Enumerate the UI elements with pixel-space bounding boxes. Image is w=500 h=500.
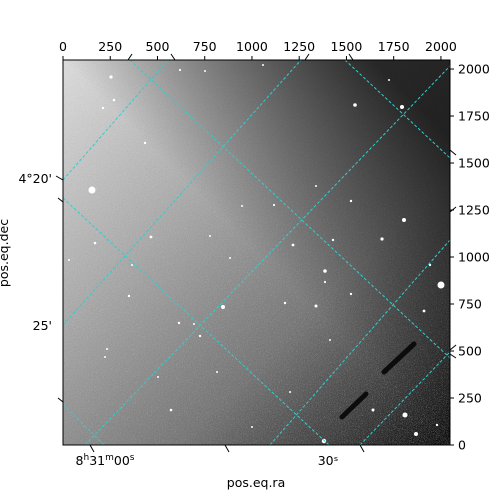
dec-tick-label: 4°20' xyxy=(18,171,52,186)
star xyxy=(291,243,295,247)
star xyxy=(349,292,353,296)
star xyxy=(315,185,317,187)
right-tick-label: 750 xyxy=(458,297,482,312)
star xyxy=(380,237,384,241)
star xyxy=(127,294,131,298)
satellite-trail xyxy=(339,391,369,420)
star xyxy=(157,376,159,378)
star xyxy=(331,238,335,242)
star xyxy=(106,348,108,350)
top-pixel-axis: 0 250 500 750 1000 1250 1500 1750 2000 xyxy=(59,39,457,60)
star xyxy=(178,68,182,72)
right-tick-label: 1500 xyxy=(458,156,490,171)
image-frame xyxy=(62,59,451,446)
star xyxy=(143,141,147,145)
star xyxy=(149,235,153,239)
top-tick-label: 1250 xyxy=(283,39,315,54)
grid-line xyxy=(84,65,450,445)
star xyxy=(262,64,264,66)
star xyxy=(131,264,133,266)
star xyxy=(221,305,225,309)
star xyxy=(371,408,375,412)
star xyxy=(437,281,445,289)
grid-line xyxy=(269,239,450,445)
star xyxy=(435,423,439,427)
star xyxy=(272,203,276,207)
star xyxy=(109,75,113,79)
star xyxy=(88,186,96,194)
top-tick-label: 750 xyxy=(193,39,217,54)
star xyxy=(422,309,426,313)
right-tick-label: 0 xyxy=(458,438,466,453)
coordinate-grid xyxy=(63,60,450,445)
top-tick-label: 1000 xyxy=(236,39,268,54)
top-tick-label: 250 xyxy=(98,39,122,54)
dec-tick-label: 25' xyxy=(33,318,52,333)
star xyxy=(229,257,231,259)
star-field xyxy=(68,64,445,444)
ra-tick-label: 8h31m00s xyxy=(76,453,135,468)
star xyxy=(283,301,287,305)
star xyxy=(353,103,357,107)
sky-image xyxy=(63,60,450,445)
top-tick-label: 500 xyxy=(146,39,170,54)
top-tick-label: 1750 xyxy=(378,39,410,54)
grid-line xyxy=(63,60,302,326)
satellite-trail xyxy=(381,341,417,375)
star xyxy=(198,334,202,338)
star xyxy=(101,106,105,110)
right-tick-label: 2000 xyxy=(458,62,490,77)
star xyxy=(329,339,331,341)
ra-tick-label: 30ˢ xyxy=(318,453,339,468)
star xyxy=(241,205,243,207)
y-axis-title: pos.eq.dec xyxy=(0,219,11,287)
star xyxy=(68,259,70,261)
star xyxy=(104,356,106,358)
right-tick-label: 1250 xyxy=(458,203,490,218)
star xyxy=(314,304,318,308)
top-tick-label: 0 xyxy=(59,39,67,54)
star xyxy=(349,199,353,203)
star xyxy=(204,70,206,72)
star xyxy=(93,241,97,245)
right-pixel-axis: 0 250 500 750 1000 1250 1500 1750 2000 xyxy=(450,62,490,453)
star xyxy=(323,269,327,273)
star xyxy=(400,105,404,109)
top-tick-label: 1500 xyxy=(331,39,363,54)
grid-line xyxy=(63,197,330,445)
star xyxy=(177,321,181,325)
star xyxy=(193,323,195,325)
top-tick-label: 2000 xyxy=(425,39,457,54)
grid-line xyxy=(359,351,450,445)
star xyxy=(112,98,116,102)
grid-line xyxy=(344,60,450,159)
right-tick-label: 250 xyxy=(458,391,482,406)
star xyxy=(209,235,211,237)
star xyxy=(428,263,432,267)
star xyxy=(169,408,173,412)
star xyxy=(251,426,253,428)
x-axis-title: pos.eq.ra xyxy=(227,475,285,490)
star xyxy=(402,218,406,222)
star xyxy=(323,280,327,284)
right-tick-label: 1750 xyxy=(458,109,490,124)
grid-line xyxy=(129,60,450,359)
star xyxy=(414,432,418,436)
right-tick-label: 500 xyxy=(458,344,482,359)
star xyxy=(402,412,408,418)
star xyxy=(289,391,291,393)
right-tick-label: 1000 xyxy=(458,250,490,265)
star xyxy=(216,371,218,373)
world-tick-marks xyxy=(55,53,457,453)
star xyxy=(388,79,390,81)
grid-line xyxy=(63,60,169,181)
